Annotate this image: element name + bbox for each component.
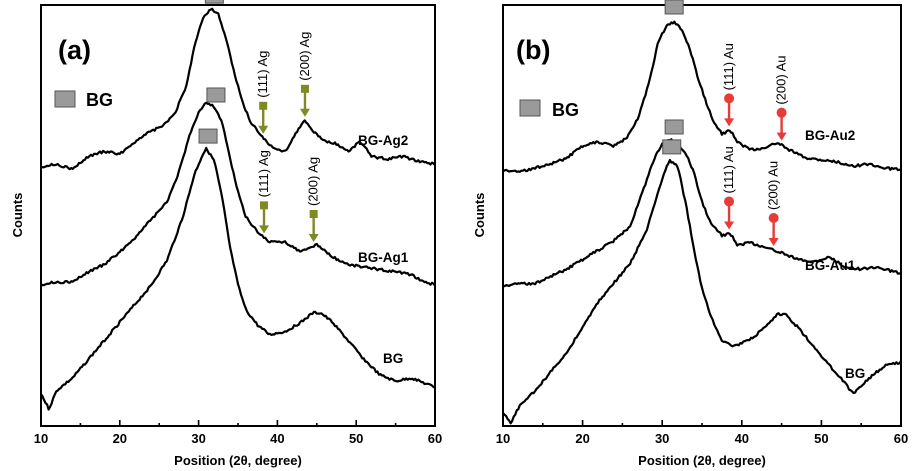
panel-a-x-ticks: 10 20 30 40 50 60 <box>34 420 442 446</box>
panel-a-letter: (a) <box>58 35 91 65</box>
peak-arrow-square-cap <box>260 201 269 210</box>
peak-arrow-round-cap <box>776 107 787 118</box>
series-label-bg: BG <box>845 366 865 381</box>
panel-b-x-axis-label: Position (2θ, degree) <box>638 453 766 468</box>
peak-annotation: (111) Ag <box>255 51 270 134</box>
peak-annotation: (200) Ag <box>297 32 312 117</box>
panel-a-x-tick-label-40: 40 <box>270 431 284 446</box>
panel-a-y-axis-label: Counts <box>10 193 25 238</box>
peak-annotation: (200) Au <box>774 56 789 141</box>
series-line-bg-au1 <box>502 138 902 288</box>
panel-a-x-tick-label-50: 50 <box>349 431 363 446</box>
peak-arrow-head <box>724 221 735 230</box>
peak-annotation-label: (111) Au <box>721 146 736 193</box>
panel-a-curves <box>40 7 436 411</box>
panel-b-curves <box>502 20 902 425</box>
panel-a-legend-label: BG <box>86 90 113 110</box>
peak-arrow-head <box>776 132 787 141</box>
peak-arrow-head <box>308 234 319 242</box>
panel-b-x-tick-label-60: 60 <box>894 431 908 446</box>
bg-phase-marker <box>664 119 684 135</box>
peak-annotation-label: (200) Ag <box>306 157 321 206</box>
panel-b-x-tick-label-50: 50 <box>814 431 828 446</box>
series-label-bg-ag2: BG-Ag2 <box>358 133 408 148</box>
peak-arrow-head <box>299 108 310 117</box>
panel-b-letter: (b) <box>516 35 550 65</box>
series-line-bg <box>502 158 902 425</box>
peak-annotation-label: (111) Au <box>721 43 736 90</box>
panel-a-x-tick-label-10: 10 <box>34 431 48 446</box>
peak-annotation-label: (111) Ag <box>256 150 271 197</box>
peak-arrow-square-cap <box>309 210 318 218</box>
panel-a-chart: (a) BG Counts Position (2θ, degree) 10 20… <box>10 0 442 468</box>
panel-a-x-tick-label-30: 30 <box>191 431 205 446</box>
bg-phase-marker <box>204 0 224 4</box>
peak-annotation: (200) Ag <box>306 157 321 242</box>
panel-b-chart: (b) BG Counts Position (2θ, degree) 10 20… <box>472 0 908 468</box>
panel-a-annotations: BG-Ag2 BG-Ag1 BG (111) Ag (200) Ag (111) Ag (2… <box>198 0 409 366</box>
bg-phase-marker <box>664 0 684 15</box>
panel-b-plot-frame <box>502 4 902 427</box>
peak-annotation: (111) Au <box>721 43 736 127</box>
panel-b-legend-marker <box>519 99 541 117</box>
panel-a-legend-marker <box>54 90 76 108</box>
series-line-bg-ag1 <box>40 101 436 287</box>
bg-phase-marker <box>198 128 218 144</box>
peak-annotation: (111) Ag <box>256 150 271 234</box>
bg-phase-marker <box>206 87 226 103</box>
panel-b-y-axis-label: Counts <box>472 193 487 238</box>
series-line-bg <box>40 146 436 411</box>
panel-b-x-ticks: 10 20 30 40 50 60 <box>496 420 908 446</box>
panel-b-x-tick-label-30: 30 <box>655 431 669 446</box>
peak-annotation: (111) Au <box>721 146 736 230</box>
peak-annotation-label: (200) Au <box>774 56 789 105</box>
peak-arrow-head <box>259 225 270 234</box>
peak-arrow-head <box>768 238 779 246</box>
panel-a-plot-frame <box>40 4 436 427</box>
series-label-bg: BG <box>383 351 403 366</box>
series-line-bg-ag2 <box>40 7 436 171</box>
peak-arrow-head <box>724 118 735 127</box>
peak-annotation: (200) Au <box>766 161 781 246</box>
panel-a-x-axis-label: Position (2θ, degree) <box>174 453 302 468</box>
panel-b-annotations: BG-Au2 BG-Au1 BG (111) Au (200) Au (111) Au (2… <box>662 0 865 381</box>
peak-arrow-square-cap <box>300 84 309 93</box>
peak-annotation-label: (200) Au <box>766 161 781 210</box>
peak-arrow-head <box>258 125 269 134</box>
panel-a-x-tick-label-20: 20 <box>113 431 127 446</box>
panel-b-x-tick-label-40: 40 <box>735 431 749 446</box>
bg-phase-marker <box>662 139 682 155</box>
series-label-bg-ag1: BG-Ag1 <box>358 250 409 265</box>
peak-arrow-round-cap <box>724 196 735 207</box>
peak-annotation-label: (111) Ag <box>255 51 270 98</box>
panel-a-x-tick-label-60: 60 <box>428 431 442 446</box>
peak-arrow-round-cap <box>768 213 779 223</box>
series-line-bg-au2 <box>502 20 902 173</box>
panel-b-legend-label: BG <box>552 100 579 120</box>
panel-b-x-tick-label-10: 10 <box>496 431 510 446</box>
peak-arrow-square-cap <box>259 101 268 110</box>
peak-arrow-round-cap <box>724 93 735 104</box>
series-label-bg-au1: BG-Au1 <box>805 258 856 273</box>
panel-b-x-tick-label-20: 20 <box>575 431 589 446</box>
series-label-bg-au2: BG-Au2 <box>805 128 855 143</box>
peak-annotation-label: (200) Ag <box>297 32 312 81</box>
